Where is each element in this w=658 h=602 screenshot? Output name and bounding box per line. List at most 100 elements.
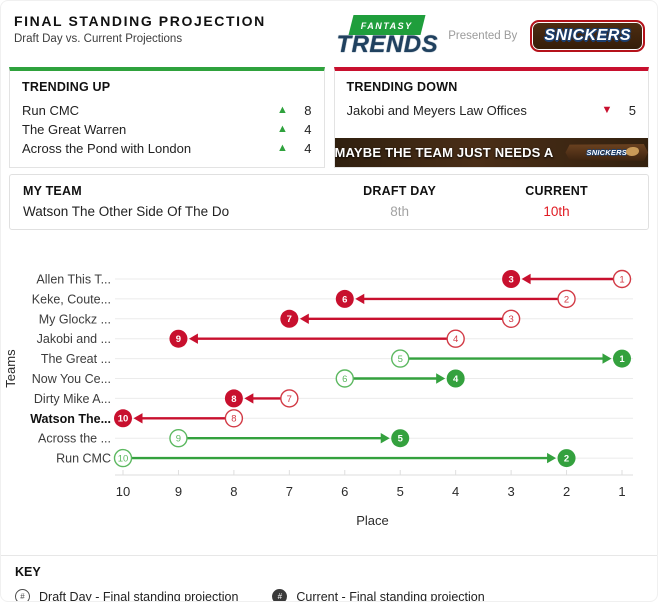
chart-row: Across the ... 9 5 <box>38 428 633 448</box>
trending-change-value: 8 <box>304 103 312 118</box>
x-axis-title: Place <box>356 513 389 528</box>
current-marker <box>224 389 243 408</box>
key-item: # Current - Final standing projection <box>272 589 485 602</box>
draft-marker <box>501 309 521 329</box>
trend-arrowhead-icon <box>521 273 531 285</box>
draft-marker <box>391 349 410 368</box>
trending-team-name: Across the Pond with London <box>22 141 192 156</box>
current-marker <box>169 329 188 348</box>
current-marker-value: 5 <box>398 434 404 445</box>
snickers-ad-banner[interactable]: MAYBE THE TEAM JUST NEEDS A SNICKERS <box>334 138 648 167</box>
trending-item: Across the Pond with London ▲ 4 <box>22 139 312 158</box>
draft-marker <box>113 448 133 468</box>
chart-row: Now You Ce... 6 4 <box>32 369 633 388</box>
current-marker-value: 2 <box>564 454 569 465</box>
draft-marker-value: 3 <box>508 314 513 325</box>
current-marker-value: 9 <box>176 334 181 345</box>
x-tick-label: 9 <box>175 484 182 499</box>
triangle-up-icon: ▲ <box>277 123 288 135</box>
draft-marker-value: 6 <box>342 374 347 385</box>
team-label: Keke, Coute... <box>32 292 111 306</box>
draft-marker-value: 7 <box>287 394 292 405</box>
chart-row: Dirty Mike A... 7 8 <box>34 389 633 408</box>
draft-marker <box>280 389 299 408</box>
my-team-card: MY TEAM Watson The Other Side Of The Do … <box>9 174 649 230</box>
key-item: # Draft Day - Final standing projection <box>15 589 239 602</box>
draft-marker <box>446 329 465 348</box>
current-marker <box>335 289 354 308</box>
x-tick-label: 6 <box>341 484 348 499</box>
key-title: KEY <box>15 565 41 579</box>
trend-arrowhead-icon <box>380 433 390 444</box>
trending-item: The Great Warren ▲ 4 <box>22 120 312 139</box>
chart-row: Jakobi and ... 4 9 <box>37 329 633 348</box>
x-tick-label: 8 <box>230 484 237 499</box>
team-label: My Glockz ... <box>39 312 111 326</box>
chart-row: Keke, Coute... 2 6 <box>32 289 633 309</box>
current-marker-value: 7 <box>287 314 292 325</box>
ad-banner-text: MAYBE THE TEAM JUST NEEDS A <box>334 145 554 160</box>
trend-arrowhead-icon <box>299 313 309 324</box>
x-tick-label: 3 <box>507 484 514 499</box>
snickers-bar-label: SNICKERS <box>586 148 627 157</box>
triangle-up-icon: ▲ <box>277 104 288 116</box>
current-marker-value: 3 <box>508 274 513 285</box>
current-marker <box>502 270 521 288</box>
x-tick-label: 5 <box>397 484 404 499</box>
trend-arrowhead-icon <box>355 293 365 305</box>
chart-row: Allen This T... 1 3 <box>36 269 633 289</box>
x-tick-label: 4 <box>452 484 459 499</box>
trending-change-value: 4 <box>304 122 312 137</box>
trend-arrowhead-icon <box>188 333 198 344</box>
team-label: Allen This T... <box>36 273 111 287</box>
team-label: Dirty Mike A... <box>34 392 111 406</box>
trending-item: Jakobi and Meyers Law Offices ▼ 5 <box>347 101 637 120</box>
key-item-label: Draft Day - Final standing projection <box>39 589 239 602</box>
trend-arrowhead-icon <box>436 373 446 384</box>
draft-day-marker-icon: # <box>15 589 30 601</box>
current-marker <box>446 369 465 388</box>
fantasy-banner: FANTASY <box>348 15 426 35</box>
draft-marker-value: 1 <box>619 274 624 285</box>
chart-row: Run CMC 10 2 <box>56 448 633 468</box>
current-marker <box>557 449 576 468</box>
trending-up-list: Run CMC ▲ 8 The Great Warren ▲ 4 Across the Po… <box>22 101 312 158</box>
chart-row: My Glockz ... 3 7 <box>39 309 633 329</box>
current-marker-value: 8 <box>231 394 236 405</box>
key-item-label: Current - Final standing projection <box>296 589 485 602</box>
trend-arrowhead-icon <box>602 353 612 364</box>
snickers-logo[interactable]: SNICKERS <box>530 20 645 52</box>
trending-up-panel: TRENDING UP Run CMC ▲ 8 The Great Warren ▲ 4 A… <box>9 67 325 168</box>
fantasy-banner-label: FANTASY <box>361 21 413 31</box>
draft-marker <box>557 289 576 309</box>
x-tick-label: 7 <box>286 484 293 499</box>
draft-marker-value: 2 <box>564 294 569 305</box>
chart-svg: Allen This T... 1 3 Keke, Coute... 2 6 My Gloc… <box>3 269 633 528</box>
draft-marker-value: 4 <box>453 334 458 345</box>
draft-marker <box>335 369 354 388</box>
current-marker-value: 1 <box>619 354 625 365</box>
draft-day-header: DRAFT DAY <box>363 184 437 198</box>
current-header: CURRENT <box>525 184 588 198</box>
presented-by-label: Presented By <box>448 30 518 42</box>
trending-team-name: The Great Warren <box>22 122 127 137</box>
trend-arrowhead-icon <box>133 413 143 424</box>
x-tick-label: 2 <box>563 484 570 499</box>
fantasy-trends-logo: FANTASY TRENDS <box>336 15 439 58</box>
current-marker <box>114 409 132 428</box>
team-label: Jakobi and ... <box>37 332 111 346</box>
nuts-splash-icon <box>626 147 639 156</box>
draft-day-value: 8th <box>390 204 409 219</box>
snickers-bar-icon: SNICKERS <box>565 144 648 161</box>
logo-cluster: FANTASY TRENDS Presented By SNICKERS <box>336 15 645 58</box>
trending-change-value: 4 <box>304 141 312 156</box>
my-team-header: MY TEAM <box>23 184 82 198</box>
trending-down-panel: TRENDING DOWN Jakobi and Meyers Law Offi… <box>333 67 649 168</box>
trends-wordmark: TRENDS <box>336 31 439 58</box>
current-marker-icon: # <box>272 589 288 601</box>
current-marker <box>280 309 299 328</box>
draft-marker-value: 5 <box>398 354 403 365</box>
key-legend-row: # Draft Day - Final standing projection # C… <box>15 589 643 602</box>
trending-down-title: TRENDING DOWN <box>346 80 458 94</box>
draft-marker <box>224 409 244 428</box>
